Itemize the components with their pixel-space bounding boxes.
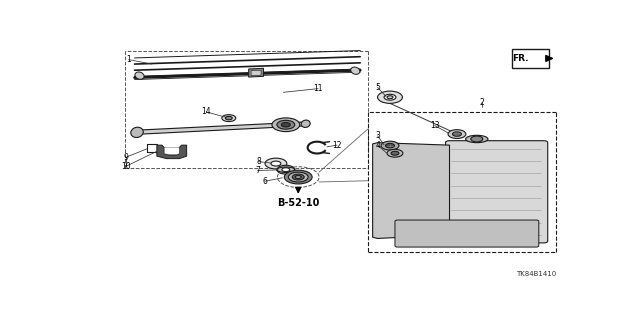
Polygon shape bbox=[132, 122, 308, 135]
Polygon shape bbox=[248, 68, 264, 77]
Ellipse shape bbox=[351, 67, 360, 74]
Text: 5: 5 bbox=[375, 83, 380, 92]
Polygon shape bbox=[251, 70, 261, 76]
Circle shape bbox=[265, 158, 287, 169]
Text: 14: 14 bbox=[202, 108, 211, 116]
Circle shape bbox=[448, 130, 466, 138]
Text: 6: 6 bbox=[262, 177, 268, 186]
Text: FR.: FR. bbox=[512, 54, 529, 63]
Polygon shape bbox=[157, 145, 187, 159]
Circle shape bbox=[452, 132, 461, 136]
Ellipse shape bbox=[131, 127, 143, 137]
Text: 13: 13 bbox=[430, 121, 440, 130]
Text: 11: 11 bbox=[314, 84, 323, 93]
Circle shape bbox=[385, 144, 394, 148]
Text: 9: 9 bbox=[123, 153, 128, 162]
Text: 1: 1 bbox=[126, 55, 131, 64]
Text: 12: 12 bbox=[332, 141, 342, 150]
Text: 10: 10 bbox=[121, 162, 131, 171]
Circle shape bbox=[277, 120, 295, 129]
Circle shape bbox=[288, 172, 308, 182]
FancyBboxPatch shape bbox=[395, 220, 539, 247]
Circle shape bbox=[387, 96, 393, 99]
Circle shape bbox=[225, 116, 232, 120]
Text: 4: 4 bbox=[375, 141, 380, 150]
Circle shape bbox=[272, 118, 300, 132]
Circle shape bbox=[295, 175, 301, 179]
Ellipse shape bbox=[466, 135, 488, 143]
FancyBboxPatch shape bbox=[445, 141, 548, 243]
Polygon shape bbox=[164, 148, 179, 154]
Circle shape bbox=[391, 151, 399, 155]
Circle shape bbox=[387, 149, 403, 157]
Ellipse shape bbox=[135, 72, 144, 79]
Circle shape bbox=[282, 122, 291, 127]
Circle shape bbox=[471, 136, 483, 142]
Circle shape bbox=[378, 91, 403, 103]
Text: B-52-10: B-52-10 bbox=[277, 198, 319, 208]
Text: 8: 8 bbox=[256, 157, 261, 166]
Circle shape bbox=[284, 170, 312, 184]
Bar bbox=[511, 49, 548, 68]
Circle shape bbox=[292, 174, 304, 180]
Text: 3: 3 bbox=[375, 131, 380, 140]
Circle shape bbox=[271, 161, 281, 166]
Polygon shape bbox=[372, 143, 449, 239]
Circle shape bbox=[277, 165, 295, 174]
Text: TK84B1410: TK84B1410 bbox=[516, 271, 556, 277]
Ellipse shape bbox=[301, 120, 310, 127]
Circle shape bbox=[381, 141, 399, 150]
Circle shape bbox=[384, 94, 396, 100]
Ellipse shape bbox=[277, 167, 295, 172]
Circle shape bbox=[282, 168, 290, 172]
Text: 7: 7 bbox=[255, 166, 260, 175]
Circle shape bbox=[222, 115, 236, 122]
Text: 2: 2 bbox=[479, 98, 484, 107]
